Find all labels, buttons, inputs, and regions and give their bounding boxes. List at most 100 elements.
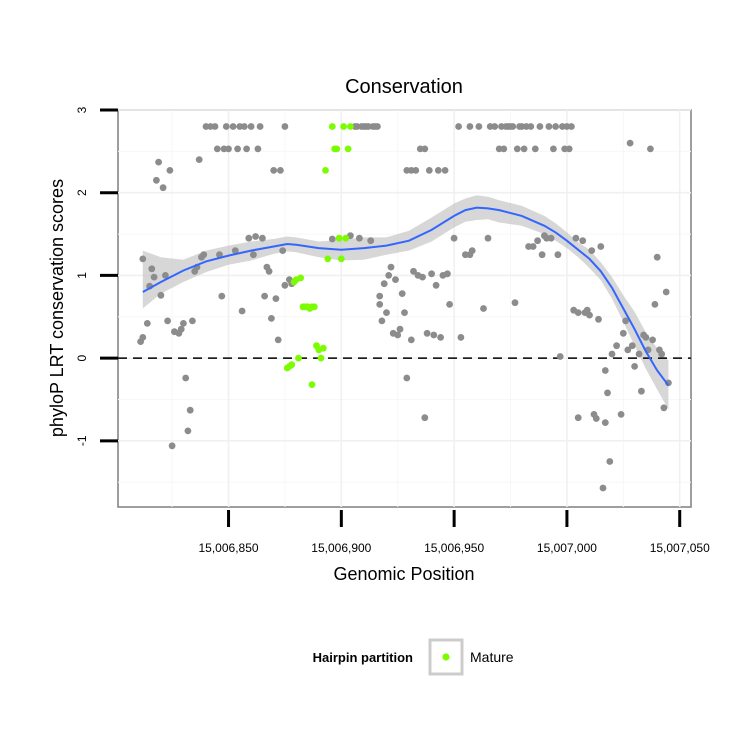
point-other-155 (565, 145, 573, 153)
point-other-39 (234, 145, 242, 153)
point-other-42 (240, 123, 248, 130)
point-other-142 (536, 123, 544, 130)
point-other-101 (423, 329, 431, 337)
point-mature-23 (335, 234, 343, 242)
point-other-56 (272, 295, 280, 302)
point-other-2 (139, 255, 147, 263)
y-tick-label-3: 2 (75, 189, 89, 196)
point-other-33 (218, 292, 226, 300)
point-other-9 (157, 291, 165, 299)
point-other-176 (613, 342, 620, 350)
point-mature-25 (340, 123, 347, 130)
point-other-82 (385, 272, 393, 279)
point-other-121 (484, 234, 492, 242)
point-other-98 (419, 273, 426, 281)
point-other-182 (628, 342, 636, 350)
point-other-117 (466, 123, 474, 130)
point-other-181 (626, 139, 634, 147)
points-mature (283, 123, 354, 388)
point-other-110 (444, 270, 451, 278)
point-other-114 (457, 334, 465, 341)
point-other-151 (556, 353, 564, 360)
point-other-25 (195, 156, 203, 164)
point-other-189 (647, 145, 654, 153)
x-axis-label: Genomic Position (333, 564, 474, 584)
point-other-68 (356, 234, 363, 242)
point-other-31 (213, 145, 221, 153)
point-other-89 (401, 309, 408, 316)
point-other-13 (166, 167, 174, 174)
point-other-104 (430, 331, 438, 339)
point-other-51 (261, 292, 268, 300)
point-other-76 (374, 123, 381, 130)
point-other-173 (604, 389, 611, 397)
points-other (137, 123, 672, 492)
point-other-30 (211, 123, 219, 130)
point-other-109 (441, 167, 449, 174)
point-other-93 (407, 336, 415, 344)
y-tick-label-2: 1 (75, 272, 89, 279)
point-other-35 (222, 123, 230, 130)
point-other-27 (200, 251, 208, 259)
point-other-94 (410, 267, 417, 275)
point-other-175 (608, 350, 616, 358)
x-tick-label-4: 15,007,050 (650, 541, 710, 555)
y-tick-label-0: -1 (75, 435, 89, 446)
point-other-57 (274, 336, 282, 344)
y-tick-label-1: 0 (75, 354, 89, 361)
point-other-81 (383, 309, 390, 316)
point-other-46 (250, 251, 257, 259)
point-other-187 (642, 334, 650, 341)
point-other-139 (529, 243, 537, 250)
point-other-135 (520, 145, 528, 153)
point-other-3 (143, 320, 151, 327)
point-other-18 (180, 320, 187, 327)
point-other-196 (662, 288, 670, 296)
point-other-90 (403, 374, 411, 382)
point-mature-17 (319, 344, 327, 352)
point-other-20 (184, 427, 192, 435)
point-other-8 (155, 158, 163, 166)
point-other-14 (168, 442, 176, 450)
point-other-146 (545, 123, 553, 130)
x-tick-label-3: 15,007,000 (537, 541, 597, 555)
point-other-159 (574, 309, 582, 316)
point-other-185 (638, 387, 645, 395)
point-other-6 (150, 273, 158, 281)
point-other-50 (259, 234, 266, 242)
point-other-53 (265, 267, 273, 275)
point-other-21 (186, 406, 194, 414)
point-other-179 (622, 317, 629, 325)
point-other-106 (434, 167, 442, 174)
x-axis: 15,006,850 15,006,900 15,006,950 15,007,000… (199, 510, 710, 555)
point-mature-13 (310, 303, 318, 311)
point-other-95 (412, 167, 420, 174)
legend-key-mature-marker (442, 653, 450, 661)
point-other-47 (252, 233, 259, 240)
point-mature-22 (333, 145, 341, 153)
point-other-7 (153, 176, 160, 184)
point-other-190 (649, 336, 656, 344)
point-mature-24 (337, 255, 345, 263)
point-other-49 (256, 123, 264, 130)
grid-major (118, 109, 691, 507)
point-other-73 (367, 237, 375, 245)
point-other-150 (554, 251, 562, 259)
point-other-126 (500, 145, 508, 153)
point-other-191 (651, 301, 659, 308)
point-other-147 (547, 234, 555, 242)
point-other-55 (270, 167, 278, 174)
point-other-120 (480, 305, 487, 312)
point-other-59 (279, 247, 287, 255)
point-mature-16 (317, 354, 325, 362)
x-tick-label-0: 15,006,850 (199, 541, 259, 555)
point-other-48 (254, 145, 262, 153)
point-other-156 (568, 123, 575, 130)
point-other-102 (425, 167, 433, 174)
point-other-118 (468, 247, 476, 255)
point-other-130 (509, 123, 517, 130)
point-other-1 (139, 334, 147, 341)
point-other-107 (437, 334, 444, 341)
point-other-19 (182, 374, 190, 382)
point-other-36 (225, 145, 232, 153)
